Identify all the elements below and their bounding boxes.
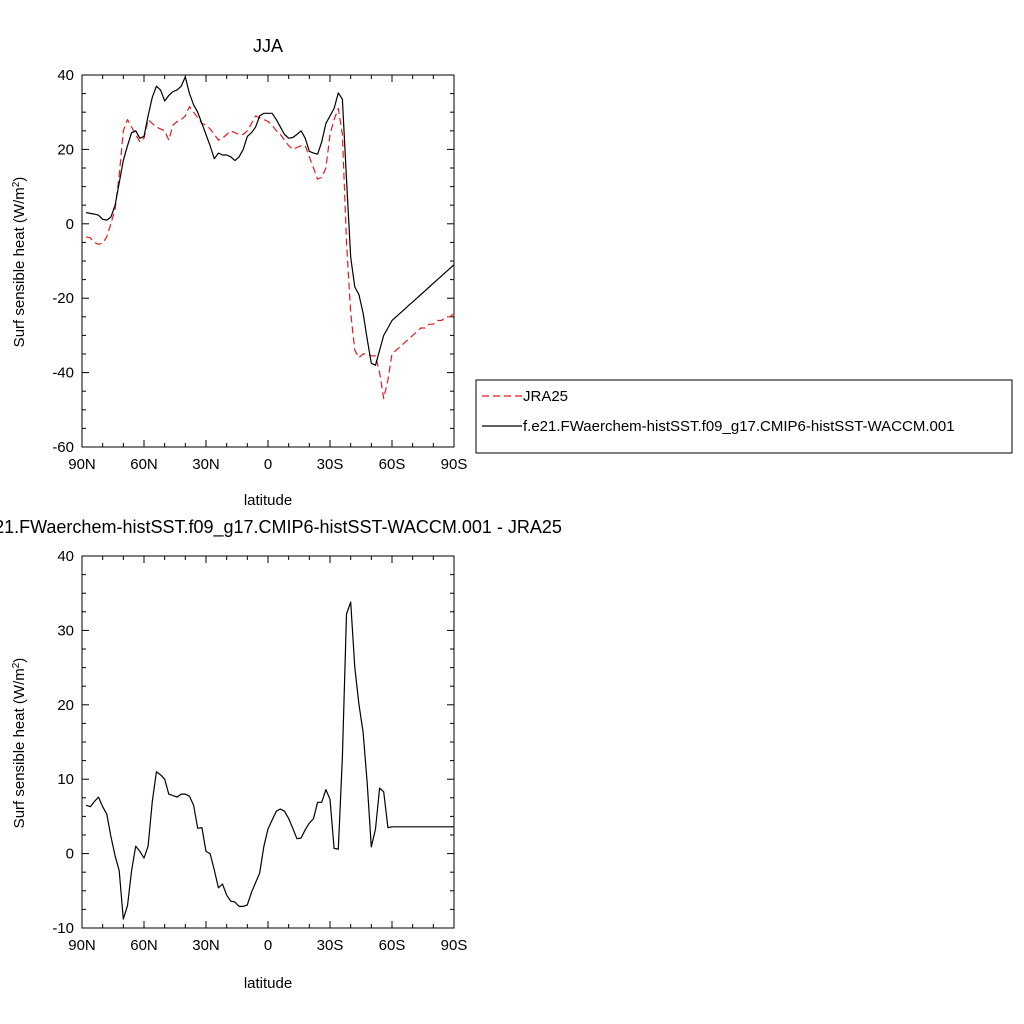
chart-title-top: JJA <box>253 36 283 56</box>
legend-box <box>475 379 1013 454</box>
x-tick-label: 90N <box>68 937 96 954</box>
y-tick-label: 10 <box>57 771 74 788</box>
y-axis-label-top: Surf sensible heat (W/m2) <box>11 177 29 348</box>
x-tick-label: 30N <box>192 456 220 473</box>
x-tick-label: 90S <box>441 456 468 473</box>
x-tick-label: 30N <box>192 937 220 954</box>
panel-top: JJA 90N 60N 30N 0 30S 60S 90S -60 -40 -20 0 20 40 la… <box>11 36 468 509</box>
x-tick-label: 30S <box>317 456 344 473</box>
x-tick-label: 90N <box>68 456 96 473</box>
y-axis-label-bottom: Surf sensible heat (W/m2) <box>11 658 29 829</box>
plot-frame <box>81 74 455 448</box>
y-tick-label: 40 <box>57 548 74 565</box>
x-tick-label: 90S <box>441 937 468 954</box>
y-tick-label: 30 <box>57 622 74 639</box>
x-tick-label: 60N <box>130 456 158 473</box>
y-tick-label: 0 <box>66 216 74 233</box>
y-tick-label: 40 <box>57 67 74 84</box>
chart-title-bottom: f.e21.FWaerchem-histSST.f09_g17.CMIP6-hi… <box>0 517 562 538</box>
y-tick-label: -40 <box>52 365 74 382</box>
y-tick-label: 20 <box>57 697 74 714</box>
y-tick-label: -10 <box>52 920 74 937</box>
y-tick-label: 0 <box>66 846 74 863</box>
x-tick-label: 60S <box>379 937 406 954</box>
legend-label-jra25: JRA25 <box>523 388 568 405</box>
plot-area-bottom: 90N 60N 30N 0 30S 60S 90S -10 0 10 20 30 40 <box>52 548 467 954</box>
plot-area-top: 90N 60N 30N 0 30S 60S 90S -60 -40 -20 0 20 40 <box>52 67 467 473</box>
series-line-f-e21-fwaerchem-histsst-f09-g1 <box>85 76 454 366</box>
y-tick-label: -60 <box>52 439 74 456</box>
x-tick-label: 60S <box>379 456 406 473</box>
plot-frame <box>81 555 455 929</box>
x-tick-label: 60N <box>130 937 158 954</box>
x-axis-label-top: latitude <box>244 492 292 509</box>
y-tick-label: -20 <box>52 290 74 307</box>
legend-label-model: f.e21.FWaerchem-histSST.f09_g17.CMIP6-hi… <box>523 418 955 435</box>
legend: JRA25 f.e21.FWaerchem-histSST.f09_g17.CM… <box>475 379 1013 454</box>
panel-bottom: f.e21.FWaerchem-histSST.f09_g17.CMIP6-hi… <box>0 517 562 992</box>
x-tick-label: 0 <box>264 456 272 473</box>
y-tick-label: 20 <box>57 141 74 158</box>
x-tick-label: 30S <box>317 937 344 954</box>
series-line-diff-0 <box>85 601 454 920</box>
x-tick-label: 0 <box>264 937 272 954</box>
x-axis-label-bottom: latitude <box>244 975 292 992</box>
series-line-jra25 <box>85 105 454 400</box>
